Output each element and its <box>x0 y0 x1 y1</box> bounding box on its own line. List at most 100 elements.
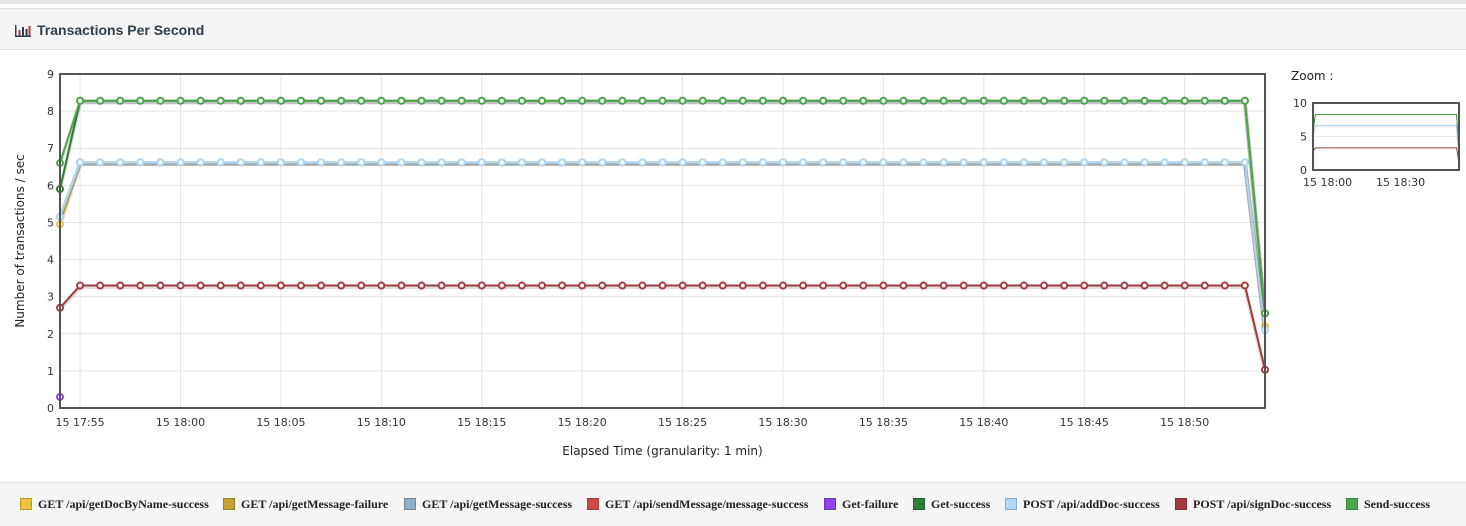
data-point[interactable] <box>357 96 366 105</box>
data-point[interactable] <box>979 281 988 290</box>
data-point[interactable] <box>156 96 165 105</box>
data-point[interactable] <box>196 158 205 167</box>
data-point[interactable] <box>859 281 868 290</box>
data-point[interactable] <box>1240 281 1249 290</box>
data-point[interactable] <box>779 158 787 167</box>
data-point[interactable] <box>1240 96 1249 105</box>
data-point[interactable] <box>718 96 727 105</box>
data-point[interactable] <box>517 96 526 105</box>
data-point[interactable] <box>276 158 285 167</box>
data-point[interactable] <box>558 96 567 105</box>
data-point[interactable] <box>638 96 647 105</box>
data-point[interactable] <box>1160 158 1169 167</box>
legend-item-get-success[interactable]: Get-success <box>913 496 990 512</box>
data-point[interactable] <box>799 96 808 105</box>
data-point[interactable] <box>236 96 245 105</box>
data-point[interactable] <box>979 96 988 105</box>
data-point[interactable] <box>497 158 506 167</box>
data-point[interactable] <box>919 158 928 167</box>
data-point[interactable] <box>979 158 988 167</box>
data-point[interactable] <box>718 158 727 167</box>
legend-item-get-api-getmessage-success[interactable]: GET /api/getMessage-success <box>404 496 572 512</box>
data-point[interactable] <box>276 281 285 290</box>
data-point[interactable] <box>517 158 526 167</box>
data-point[interactable] <box>1180 96 1189 105</box>
data-point[interactable] <box>1100 96 1109 105</box>
data-point[interactable] <box>317 96 326 105</box>
zoom-frame[interactable] <box>1312 102 1460 171</box>
data-point[interactable] <box>578 96 587 105</box>
data-point[interactable] <box>297 158 305 167</box>
data-point[interactable] <box>618 281 627 290</box>
data-point[interactable] <box>1240 158 1249 167</box>
data-point[interactable] <box>176 96 185 105</box>
data-point[interactable] <box>598 96 607 105</box>
data-point[interactable] <box>397 158 406 167</box>
data-point[interactable] <box>357 158 366 167</box>
data-point[interactable] <box>1040 96 1049 105</box>
data-point[interactable] <box>457 281 466 290</box>
data-point[interactable] <box>276 96 285 105</box>
zoom-overview[interactable]: 10 5 015 18:00 15 18:30 <box>1293 97 1460 189</box>
data-point[interactable] <box>1060 281 1069 290</box>
data-point[interactable] <box>136 158 145 167</box>
data-point[interactable] <box>1080 281 1089 290</box>
data-point[interactable] <box>1180 281 1189 290</box>
data-point[interactable] <box>1200 158 1209 167</box>
data-point[interactable] <box>1040 158 1049 167</box>
data-point[interactable] <box>618 158 627 167</box>
data-point[interactable] <box>899 96 908 105</box>
data-point[interactable] <box>1140 158 1149 167</box>
data-point[interactable] <box>1220 158 1229 167</box>
data-point[interactable] <box>1100 158 1109 167</box>
data-point[interactable] <box>1140 281 1149 290</box>
data-point[interactable] <box>196 281 205 290</box>
data-point[interactable] <box>1060 96 1069 105</box>
data-point[interactable] <box>176 158 185 167</box>
data-point[interactable] <box>1180 158 1189 167</box>
tps-chart[interactable]: 0 1 2 3 4 5 6 7 8 9 15 17:55 15 18:00 15 18:05 15 18… <box>0 50 1466 480</box>
data-point[interactable] <box>859 96 868 105</box>
data-point[interactable] <box>738 96 747 105</box>
data-point[interactable] <box>658 281 667 290</box>
data-point[interactable] <box>236 158 245 167</box>
data-point[interactable] <box>839 96 848 105</box>
data-point[interactable] <box>999 158 1008 167</box>
data-point[interactable] <box>357 281 366 290</box>
data-point[interactable] <box>76 158 85 167</box>
data-point[interactable] <box>96 96 105 105</box>
data-point[interactable] <box>116 281 125 290</box>
data-point[interactable] <box>538 158 546 167</box>
data-point[interactable] <box>618 96 627 105</box>
data-point[interactable] <box>879 96 888 105</box>
data-point[interactable] <box>377 96 386 105</box>
data-point[interactable] <box>779 96 787 105</box>
legend-item-get-failure[interactable]: Get-failure <box>824 496 898 512</box>
data-point[interactable] <box>216 158 225 167</box>
data-point[interactable] <box>1080 96 1089 105</box>
data-point[interactable] <box>116 158 125 167</box>
data-point[interactable] <box>1080 158 1089 167</box>
data-point[interactable] <box>819 96 828 105</box>
data-point[interactable] <box>538 96 546 105</box>
legend-item-get-api-getmessage-failure[interactable]: GET /api/getMessage-failure <box>223 496 388 512</box>
data-point[interactable] <box>1100 281 1109 290</box>
data-point[interactable] <box>497 281 506 290</box>
data-point[interactable] <box>578 281 587 290</box>
data-point[interactable] <box>758 158 767 167</box>
data-point[interactable] <box>1220 96 1229 105</box>
data-point[interactable] <box>959 96 968 105</box>
legend-item-get-api-getdocbyname-success[interactable]: GET /api/getDocByName-success <box>20 496 209 512</box>
data-point[interactable] <box>959 281 968 290</box>
data-point[interactable] <box>1120 281 1129 290</box>
data-point[interactable] <box>497 96 506 105</box>
data-point[interactable] <box>317 158 326 167</box>
data-point[interactable] <box>437 158 446 167</box>
data-point[interactable] <box>457 158 466 167</box>
data-point[interactable] <box>678 96 687 105</box>
legend-item-get-api-sendmessage-message-success[interactable]: GET /api/sendMessage/message-success <box>587 496 808 512</box>
data-point[interactable] <box>578 158 587 167</box>
data-point[interactable] <box>1200 281 1209 290</box>
data-point[interactable] <box>236 281 245 290</box>
data-point[interactable] <box>1140 96 1149 105</box>
